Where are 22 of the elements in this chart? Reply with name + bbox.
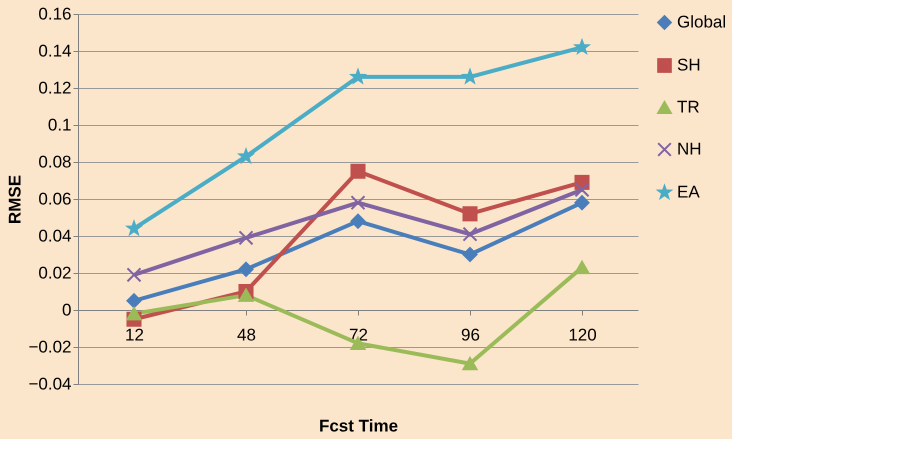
x-axis-title: Fcst Time bbox=[318, 416, 398, 436]
legend-label: Global bbox=[677, 12, 726, 32]
y-axis-title: RMSE bbox=[5, 174, 24, 224]
y-tick-label: 0.16 bbox=[38, 4, 72, 24]
legend-label: SH bbox=[677, 56, 701, 74]
y-tick-label: 0.14 bbox=[38, 42, 72, 60]
legend-label: NH bbox=[677, 140, 702, 158]
x-tick-label: 120 bbox=[568, 326, 597, 344]
y-tick-label: −0.04 bbox=[28, 374, 72, 394]
y-tick-label: 0 bbox=[62, 300, 72, 320]
x-tick-label: 96 bbox=[461, 326, 480, 344]
y-tick-label: 0.02 bbox=[38, 264, 72, 282]
legend-label: TR bbox=[677, 98, 700, 116]
x-tick-label: 48 bbox=[237, 326, 256, 344]
x-tick-label: 12 bbox=[125, 326, 144, 344]
y-tick-label: −0.02 bbox=[28, 338, 72, 356]
y-tick-label: 0.04 bbox=[38, 226, 72, 246]
y-tick-label: 0.1 bbox=[48, 116, 72, 134]
y-tick-label: 0.06 bbox=[38, 190, 72, 208]
y-tick-label: 0.12 bbox=[38, 78, 72, 98]
legend-label: EA bbox=[677, 182, 700, 202]
y-tick-label: 0.08 bbox=[38, 152, 72, 172]
